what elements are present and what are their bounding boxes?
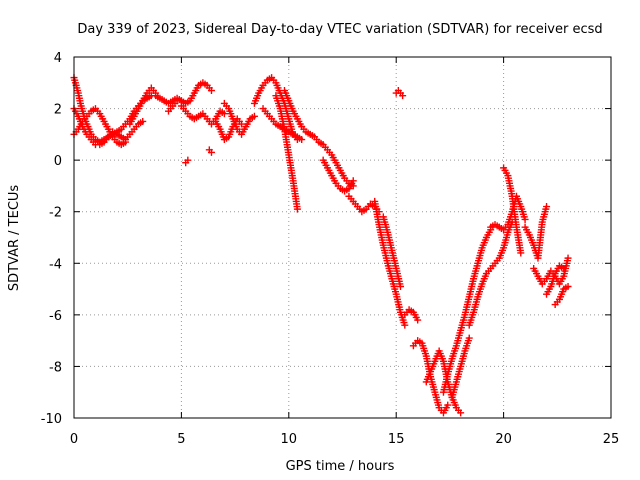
y-tick-label: -10 bbox=[41, 412, 62, 427]
y-tick-labels: -10 -8 -6 -4 -2 0 2 4 bbox=[41, 51, 62, 427]
data-point bbox=[293, 205, 301, 213]
series-arc-m bbox=[319, 156, 357, 195]
data-point bbox=[207, 87, 215, 95]
series-arc-c bbox=[70, 105, 147, 149]
chart-title: Day 339 of 2023, Sidereal Day-to-day VTE… bbox=[77, 22, 602, 37]
data-point bbox=[414, 316, 422, 324]
y-tick-label: -4 bbox=[49, 257, 62, 272]
x-tick-label: 0 bbox=[70, 432, 78, 447]
series-arc-ab bbox=[551, 282, 572, 309]
data-point bbox=[521, 215, 529, 223]
y-tick-label: 4 bbox=[54, 51, 62, 66]
plot-frame bbox=[73, 56, 612, 419]
series-arc-r bbox=[409, 337, 452, 417]
series-outlier-2 bbox=[392, 87, 407, 100]
series-arc-o bbox=[371, 197, 409, 329]
y-tick-label: -8 bbox=[49, 360, 62, 375]
series-arc-aa bbox=[543, 262, 568, 298]
series-arc-t bbox=[439, 226, 495, 396]
series-outlier-1 bbox=[182, 156, 192, 167]
data-point bbox=[139, 117, 147, 125]
x-tick-labels: 0 5 10 15 20 25 bbox=[70, 432, 619, 447]
series-outlier-3 bbox=[205, 146, 215, 156]
series-arc-y bbox=[521, 203, 551, 262]
x-axis-label: GPS time / hours bbox=[286, 459, 395, 474]
data-point bbox=[399, 92, 407, 100]
data-point bbox=[152, 89, 160, 97]
series-arc-d bbox=[126, 84, 160, 128]
data-point bbox=[444, 401, 452, 409]
series-arc-z bbox=[530, 254, 572, 288]
data-point bbox=[184, 156, 192, 164]
series-arc-u bbox=[448, 334, 473, 401]
data-point bbox=[465, 334, 473, 342]
data-point bbox=[298, 136, 306, 144]
data-point bbox=[564, 254, 572, 262]
series-arc-p bbox=[379, 213, 404, 290]
x-tick-label: 5 bbox=[177, 432, 185, 447]
data-points bbox=[70, 74, 572, 417]
series-arc-e bbox=[165, 79, 215, 115]
data-point bbox=[349, 177, 357, 185]
y-axis-label: SDTVAR / TECUs bbox=[7, 185, 22, 292]
x-tick-label: 10 bbox=[281, 432, 298, 447]
data-point bbox=[220, 110, 228, 118]
y-tick-label: -6 bbox=[49, 309, 62, 324]
series-arc-x bbox=[500, 164, 525, 257]
data-point bbox=[396, 282, 404, 290]
series-arc-q bbox=[401, 306, 422, 324]
y-tick-label: 0 bbox=[54, 154, 62, 169]
data-point bbox=[560, 264, 568, 272]
data-point bbox=[564, 282, 572, 290]
x-tick-label: 20 bbox=[495, 432, 512, 447]
x-tick-label: 15 bbox=[388, 432, 405, 447]
data-point bbox=[401, 321, 409, 329]
data-point bbox=[517, 249, 525, 257]
series-arc-k bbox=[272, 92, 301, 213]
series-arc-h bbox=[220, 99, 258, 138]
data-point bbox=[543, 203, 551, 211]
data-point bbox=[207, 148, 215, 156]
data-point bbox=[457, 409, 465, 417]
y-tick-label: 2 bbox=[54, 103, 62, 118]
y-tick-label: -2 bbox=[49, 206, 62, 221]
data-point bbox=[250, 112, 258, 120]
x-tick-label: 25 bbox=[603, 432, 620, 447]
